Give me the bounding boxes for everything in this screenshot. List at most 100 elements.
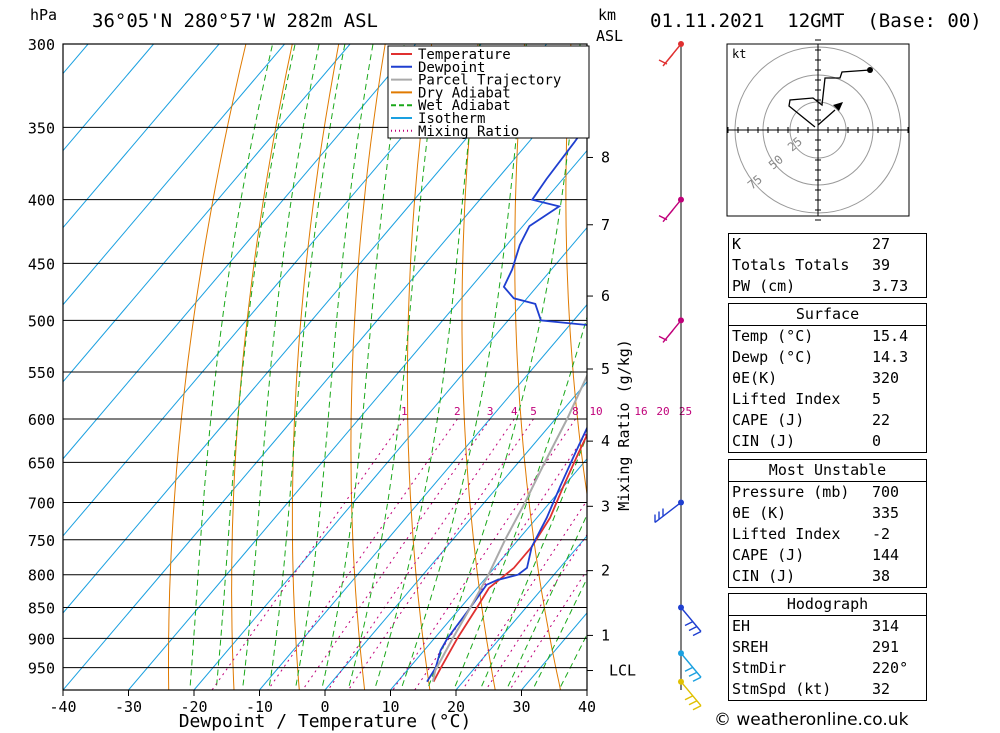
pressure-tick-label: 300 [28, 36, 55, 54]
mu-row: CIN (J) 38 [732, 567, 891, 585]
x-tick-label: 0 [320, 698, 329, 716]
legend-label: Parcel Trajectory [418, 73, 561, 89]
km-tick-label: 3 [601, 497, 610, 515]
dry-adiabat-line [350, 44, 386, 690]
pressure-tick-label: 850 [28, 600, 55, 618]
dry-adiabat-line [565, 44, 587, 498]
wet-adiabat-line [347, 44, 440, 690]
barb-shaft [658, 319, 682, 343]
surface-row: θE(K) 320 [732, 369, 900, 387]
header-datetime: 01.11.2021 12GMT (Base: 00) [650, 10, 982, 32]
legend-label: Dry Adiabat [418, 85, 511, 101]
isotherm-line [128, 149, 587, 690]
wet-adiabat-line [294, 44, 374, 690]
isotherm-line [63, 44, 220, 229]
wind-barb [680, 607, 702, 637]
surface-row: Dewp (°C) 14.3 [732, 348, 909, 366]
hodo-row: SREH 291 [732, 638, 900, 656]
storm-motion-arrow [833, 102, 843, 111]
mixing-ratio-label: 25 [679, 405, 692, 418]
km-tick-label: 7 [601, 216, 610, 234]
mixing-ratio-label: 1 [401, 405, 408, 418]
pressure-tick-label: 800 [28, 567, 55, 585]
mixing-ratio-label: 20 [656, 405, 669, 418]
mixing-ratio-axis-label: Mixing Ratio (g/kg) [615, 339, 633, 511]
mixing-ratio-label: 10 [589, 405, 602, 418]
barb-shaft [658, 199, 682, 223]
barb-shaft [680, 652, 702, 682]
pressure-tick-label: 550 [28, 364, 55, 382]
barb-shaft [680, 681, 702, 711]
surface-table: Surface Temp (°C) 15.4 Dewp (°C) 14.3 θE(K… [728, 303, 927, 453]
header-asl: ASL [596, 27, 624, 45]
header-km: km [598, 6, 617, 24]
km-tick-label: 1 [601, 626, 610, 644]
x-tick-label: 40 [578, 698, 596, 716]
km-tick-label: 5 [601, 360, 610, 378]
barb-shaft [658, 43, 682, 67]
wet-adiabat-line [268, 44, 346, 690]
pressure-tick-label: 450 [28, 255, 55, 273]
wind-barb [658, 43, 682, 67]
dry-adiabat-line [514, 44, 561, 690]
wind-barb [654, 501, 682, 524]
dry-adiabat-line [989, 44, 1000, 690]
mixing-ratio-line [392, 418, 576, 690]
isotherm-line [63, 44, 547, 614]
hodograph-title: Hodograph [729, 594, 926, 616]
isotherm-line [259, 303, 587, 690]
surface-row: CAPE (J) 22 [732, 411, 891, 429]
surface-title: Surface [729, 304, 926, 326]
km-tick-label: 6 [601, 287, 610, 305]
barb-shaft [654, 501, 682, 524]
hodograph-end-point [867, 67, 873, 73]
wet-adiabat-line [479, 434, 587, 690]
x-tick-label: -10 [246, 698, 273, 716]
x-tick-label: -30 [115, 698, 142, 716]
indices-table: K 27 Totals Totals 39 PW (cm) 3.73 [728, 233, 927, 298]
series-temperature [432, 432, 587, 683]
legend-label: Temperature [418, 47, 511, 63]
legend-label: Mixing Ratio [418, 124, 519, 140]
hodograph-trace [788, 69, 871, 128]
legend-label: Isotherm [418, 111, 485, 127]
isotherm-line [63, 44, 482, 537]
x-tick-label: -40 [49, 698, 76, 716]
mu-row: Lifted Index -2 [732, 525, 891, 543]
axes: 3003504004505005506006507007508008509009… [28, 36, 636, 732]
wet-adiabat-line [453, 315, 587, 690]
pressure-tick-label: 500 [28, 312, 55, 330]
pressure-tick-label: 900 [28, 630, 55, 648]
barb-shaft [680, 607, 702, 637]
isotherm-line [63, 44, 154, 152]
hodograph-unit: kt [732, 47, 746, 61]
isotherm-line [63, 44, 416, 460]
isotherm-line [455, 535, 587, 690]
surface-row: CIN (J) 0 [732, 432, 882, 450]
x-tick-label: 30 [512, 698, 530, 716]
mixing-ratio-label: 5 [530, 405, 537, 418]
pressure-tick-label: 750 [28, 532, 55, 550]
legend-label: Wet Adiabat [418, 98, 511, 114]
wet-adiabat-line [241, 44, 320, 690]
x-tick-label: -20 [180, 698, 207, 716]
isotherm-line [63, 44, 351, 383]
dry-adiabat-line [461, 44, 496, 690]
index-row: PW (cm) 3.73 [732, 277, 909, 295]
hodo-row: StmSpd (kt) 32 [732, 680, 891, 698]
pressure-tick-label: 650 [28, 454, 55, 472]
pressure-tick-label: 600 [28, 411, 55, 429]
pressure-tick-label: 400 [28, 192, 55, 210]
wind-barb [658, 199, 682, 223]
mu-row: Pressure (mb) 700 [732, 483, 900, 501]
km-tick-label: 2 [601, 562, 610, 580]
km-tick-label: 8 [601, 148, 610, 166]
mixing-ratio-line [347, 418, 534, 690]
credit-link[interactable]: © weatheronline.co.uk [714, 710, 909, 730]
pressure-tick-label: 350 [28, 119, 55, 137]
mixing-ratio-line [509, 569, 587, 690]
dry-adiabat-line [942, 44, 1000, 690]
